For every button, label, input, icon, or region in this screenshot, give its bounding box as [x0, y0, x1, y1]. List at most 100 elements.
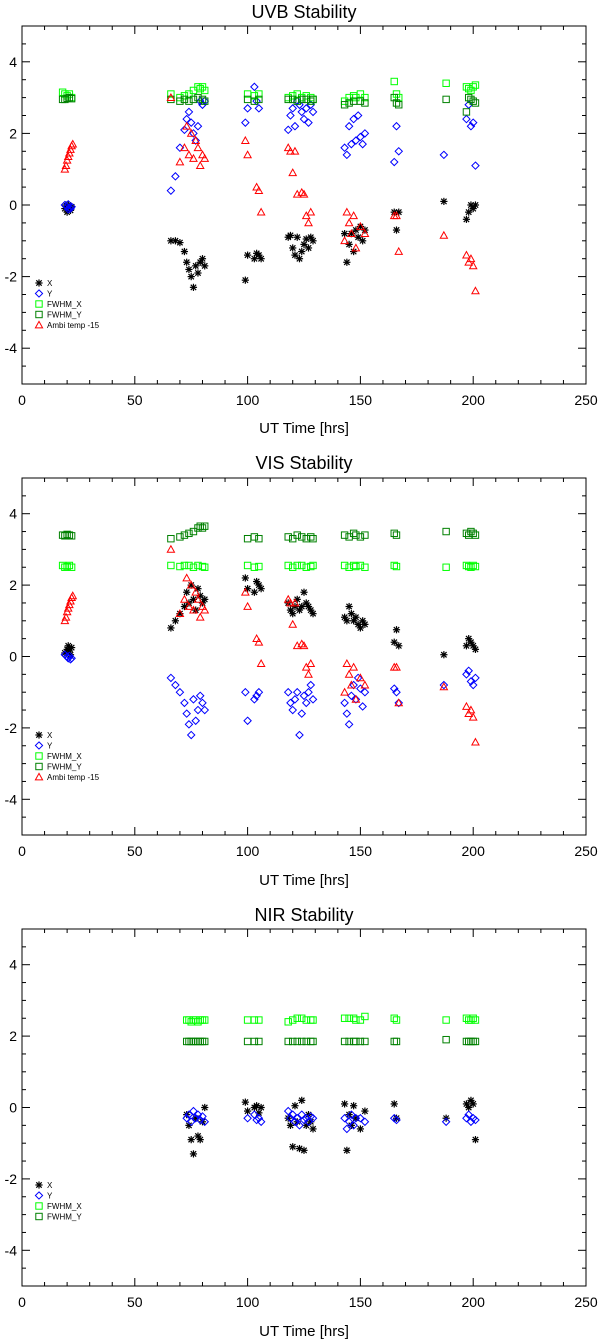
data-point	[289, 610, 297, 618]
data-point	[442, 79, 450, 87]
data-point	[349, 211, 359, 220]
legend-marker	[34, 772, 44, 781]
x-tick-label: 100	[236, 392, 260, 408]
series-x	[61, 197, 480, 291]
data-point	[298, 533, 306, 541]
legend-label: X	[47, 731, 53, 740]
data-point	[198, 255, 207, 263]
data-point	[390, 1037, 398, 1046]
data-point	[354, 233, 362, 241]
data-point	[243, 601, 253, 610]
data-point	[392, 226, 401, 234]
data-point	[344, 121, 354, 131]
x-tick-label: 0	[18, 843, 26, 859]
data-point	[182, 709, 191, 718]
data-point	[182, 1113, 191, 1123]
data-point	[189, 695, 198, 704]
data-point	[349, 1121, 358, 1130]
data-point	[309, 1125, 317, 1133]
data-point	[392, 662, 401, 671]
data-point	[340, 531, 349, 539]
data-point	[358, 139, 367, 149]
data-point	[286, 146, 295, 155]
data-point	[352, 562, 360, 571]
data-point	[395, 101, 403, 109]
data-point	[243, 104, 252, 113]
data-point	[356, 1037, 365, 1046]
data-point	[298, 1096, 306, 1104]
data-point	[254, 186, 264, 195]
legend-label: FWHM_X	[47, 752, 82, 761]
data-point	[340, 687, 350, 696]
data-point	[191, 716, 201, 726]
data-point	[180, 95, 189, 104]
data-point	[250, 97, 259, 105]
data-point	[439, 230, 449, 239]
data-point	[184, 601, 194, 610]
data-point	[201, 1103, 209, 1112]
data-point	[189, 95, 198, 104]
data-point	[340, 101, 349, 109]
data-point	[360, 129, 370, 138]
data-point	[200, 705, 210, 715]
data-point	[196, 84, 204, 93]
data-point	[392, 211, 401, 220]
y-tick-label: 4	[9, 54, 17, 70]
data-point	[201, 595, 209, 603]
data-point	[464, 1110, 473, 1119]
data-point	[184, 107, 194, 117]
data-point	[286, 1113, 295, 1123]
x-axis-label: UT Time [hrs]	[259, 420, 349, 437]
data-point	[198, 698, 207, 708]
data-point	[198, 95, 207, 104]
y-tick-label: 4	[9, 957, 17, 973]
series-ambi-temp-15	[60, 544, 480, 746]
data-point	[176, 97, 184, 105]
data-point	[392, 531, 401, 539]
data-point	[193, 121, 203, 131]
data-point	[304, 218, 313, 227]
data-point	[462, 114, 471, 124]
data-point	[250, 695, 259, 704]
series-y	[182, 1106, 480, 1134]
data-point	[65, 93, 74, 102]
data-point	[250, 563, 259, 571]
data-point	[254, 1113, 264, 1123]
data-point	[345, 240, 353, 248]
data-point	[295, 100, 304, 110]
data-point	[341, 230, 349, 238]
data-point	[308, 107, 318, 117]
data-point	[343, 1146, 351, 1154]
data-point	[180, 247, 189, 256]
data-point	[355, 673, 365, 682]
data-point	[198, 601, 207, 610]
data-point	[347, 610, 355, 618]
data-point	[349, 662, 359, 671]
data-point	[284, 533, 292, 541]
data-point	[471, 99, 480, 107]
data-point	[344, 669, 354, 678]
data-point	[361, 1037, 369, 1046]
data-point	[196, 1136, 204, 1144]
data-point	[283, 594, 293, 603]
data-point	[184, 720, 194, 729]
data-point	[191, 136, 201, 145]
data-point	[345, 563, 353, 571]
data-point	[284, 1114, 292, 1122]
data-point	[442, 563, 450, 571]
data-point	[201, 1037, 209, 1046]
data-point	[342, 709, 352, 718]
series-y	[60, 82, 480, 214]
data-point	[184, 150, 194, 159]
data-point	[195, 691, 205, 701]
series-fwhm-x	[58, 561, 480, 571]
data-point	[194, 269, 202, 277]
data-point	[284, 561, 292, 570]
data-point	[189, 605, 198, 614]
legend-label: Ambi temp -15	[47, 773, 100, 782]
data-point	[295, 1121, 304, 1130]
data-point	[293, 233, 301, 241]
data-point	[193, 705, 203, 715]
data-point	[361, 1107, 369, 1115]
